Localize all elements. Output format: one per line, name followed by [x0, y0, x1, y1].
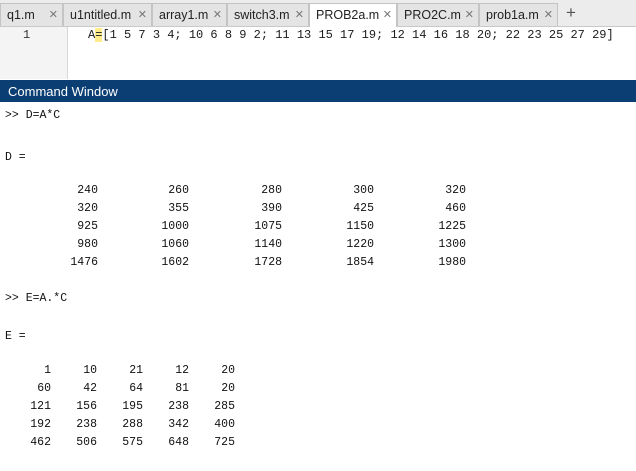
matrix-d-cell: 1980: [438, 256, 466, 269]
matrix-d-cell: 1602: [161, 256, 189, 269]
matrix-d-cell: 390: [261, 202, 282, 215]
matrix-e-cell: 121: [30, 400, 51, 413]
close-icon[interactable]: ✕: [294, 9, 304, 21]
command-line: >> E=A.*C: [5, 292, 68, 305]
line-number: 1: [23, 28, 31, 42]
matrix-d-cell: 980: [77, 238, 98, 251]
matrix-d-cell: 320: [445, 184, 466, 197]
matrix-e-cell: 575: [122, 436, 143, 449]
close-icon[interactable]: ✕: [543, 9, 553, 21]
matrix-e-cell: 20: [221, 382, 235, 395]
matrix-d-cell: 240: [77, 184, 98, 197]
tab-label: q1.m: [7, 8, 35, 22]
matrix-d-cell: 1000: [161, 220, 189, 233]
tab-label: PRO2C.m: [404, 8, 461, 22]
code-line[interactable]: A=[1 5 7 3 4; 10 6 8 9 2; 11 13 15 17 19…: [88, 28, 614, 42]
tab-pro2c[interactable]: PRO2C.m ✕: [397, 3, 479, 26]
matrix-d-cell: 1075: [254, 220, 282, 233]
matrix-d-cell: 1476: [70, 256, 98, 269]
matrix-d-cell: 355: [168, 202, 189, 215]
matrix-d-cell: 1225: [438, 220, 466, 233]
matrix-e-cell: 81: [175, 382, 189, 395]
tab-label: PROB2a.m: [316, 8, 380, 22]
matrix-d-cell: 1854: [346, 256, 374, 269]
matrix-e-cell: 238: [76, 418, 97, 431]
matrix-e-cell: 238: [168, 400, 189, 413]
tab-array1[interactable]: array1.m ✕: [152, 3, 227, 26]
matrix-d-cell: 925: [77, 220, 98, 233]
matrix-e-cell: 462: [30, 436, 51, 449]
matrix-d-cell: 1060: [161, 238, 189, 251]
matrix-d-cell: 320: [77, 202, 98, 215]
matrix-d-cell: 1728: [254, 256, 282, 269]
add-tab-icon[interactable]: +: [566, 3, 576, 22]
close-icon[interactable]: ✕: [212, 9, 222, 21]
close-icon[interactable]: ✕: [382, 9, 392, 21]
matrix-d-cell: 280: [261, 184, 282, 197]
command-window-header: Command Window: [0, 80, 636, 102]
matrix-d-cell: 1140: [254, 238, 282, 251]
tab-u1ntitled[interactable]: u1ntitled.m ✕: [63, 3, 152, 26]
matrix-e-cell: 288: [122, 418, 143, 431]
tab-prob1a[interactable]: prob1a.m ✕: [479, 3, 558, 26]
matrix-e-cell: 156: [76, 400, 97, 413]
matrix-d-cell: 460: [445, 202, 466, 215]
matrix-e-cell: 64: [129, 382, 143, 395]
matrix-e-cell: 10: [83, 364, 97, 377]
tab-switch3[interactable]: switch3.m ✕: [227, 3, 309, 26]
matrix-e-cell: 60: [37, 382, 51, 395]
matrix-e-cell: 725: [214, 436, 235, 449]
tab-label: switch3.m: [234, 8, 290, 22]
tab-label: prob1a.m: [486, 8, 539, 22]
tab-q1[interactable]: q1.m ✕: [0, 3, 63, 26]
matrix-e-cell: 342: [168, 418, 189, 431]
command-window[interactable]: >> D=A*C D = 240 260 280 300 320 320 355 390 425…: [0, 102, 636, 471]
matrix-e-cell: 192: [30, 418, 51, 431]
matrix-e-cell: 506: [76, 436, 97, 449]
matrix-d-cell: 1220: [346, 238, 374, 251]
output-label: D =: [5, 151, 26, 164]
matrix-e-cell: 42: [83, 382, 97, 395]
command-line: >> D=A*C: [5, 109, 61, 122]
matrix-d-cell: 1300: [438, 238, 466, 251]
line-number-gutter: 1: [0, 27, 68, 79]
close-icon[interactable]: ✕: [137, 9, 147, 21]
output-label: E =: [5, 330, 26, 343]
command-window-title: Command Window: [8, 84, 118, 99]
matrix-e-cell: 21: [129, 364, 143, 377]
matrix-d-cell: 260: [168, 184, 189, 197]
tab-label: u1ntitled.m: [70, 8, 132, 22]
code-variable: A: [88, 28, 96, 42]
close-icon[interactable]: ✕: [464, 9, 474, 21]
editor-tab-bar: q1.m ✕ u1ntitled.m ✕ array1.m ✕ switch3.…: [0, 0, 636, 27]
matrix-d-cell: 425: [353, 202, 374, 215]
tab-label: array1.m: [159, 8, 209, 22]
matrix-d-cell: 1150: [346, 220, 374, 233]
tab-prob2a[interactable]: PROB2a.m ✕: [309, 3, 397, 27]
matrix-e-cell: 1: [44, 364, 51, 377]
matrix-e-cell: 648: [168, 436, 189, 449]
matrix-e-cell: 12: [175, 364, 189, 377]
matrix-d-cell: 300: [353, 184, 374, 197]
code-expression: [1 5 7 3 4; 10 6 8 9 2; 11 13 15 17 19; …: [102, 28, 614, 42]
matrix-e-cell: 285: [214, 400, 235, 413]
matrix-e-cell: 20: [221, 364, 235, 377]
code-editor[interactable]: 1 A=[1 5 7 3 4; 10 6 8 9 2; 11 13 15 17 …: [0, 27, 636, 79]
close-icon[interactable]: ✕: [48, 9, 58, 21]
code-assignment-highlight: =: [95, 28, 103, 42]
matrix-e-cell: 195: [122, 400, 143, 413]
matrix-e-cell: 400: [214, 418, 235, 431]
